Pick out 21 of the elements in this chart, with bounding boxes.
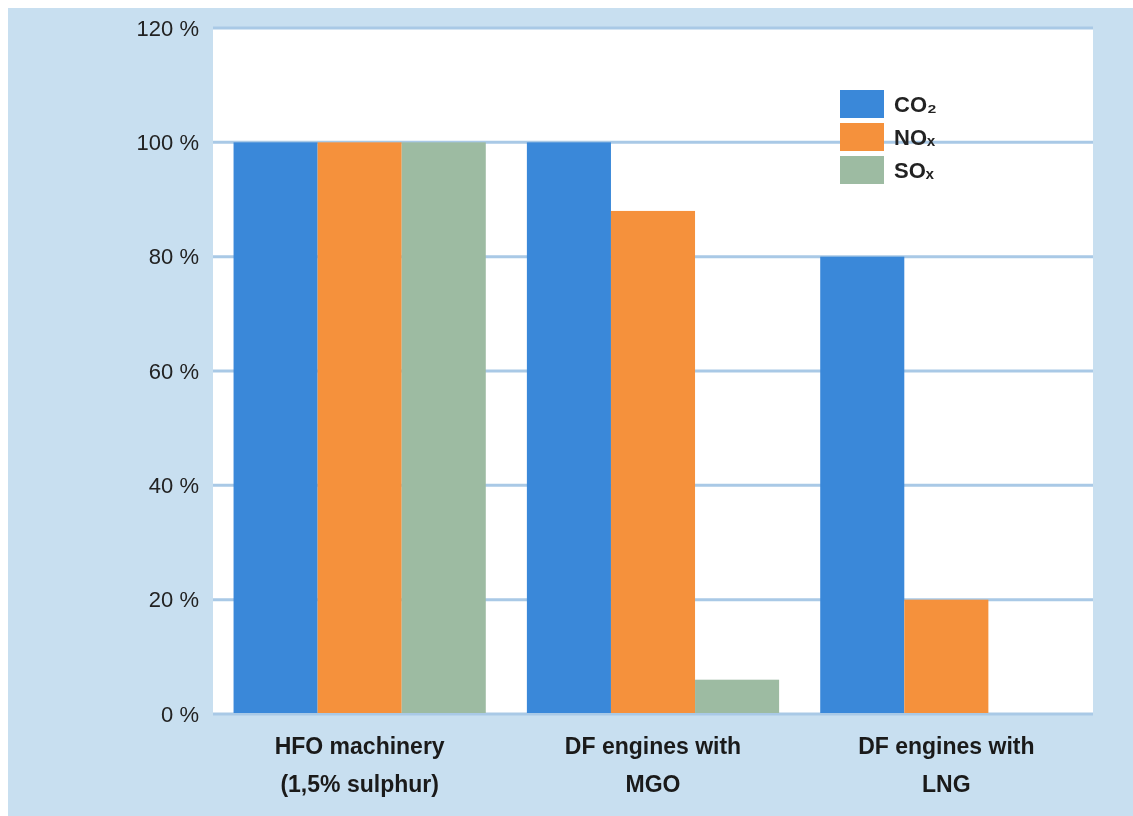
bar	[526, 142, 611, 714]
x-tick-label: DF engines with MGO	[564, 733, 742, 797]
y-tick-label: 0 %	[161, 701, 199, 727]
bar	[401, 142, 486, 714]
y-tick-label: 100 %	[136, 130, 199, 156]
y-tick-label: 120 %	[136, 15, 199, 41]
bar	[904, 599, 989, 714]
legend-label: SOₓ	[894, 157, 935, 183]
y-tick-label: 80 %	[148, 244, 199, 270]
y-tick-label: 40 %	[148, 473, 199, 499]
bar	[317, 142, 402, 714]
legend-label: CO₂	[894, 91, 937, 117]
legend-label: NOₓ	[894, 124, 936, 150]
x-tick-label: HFO machinery (1,5% sulphur)	[274, 733, 445, 797]
y-tick-label: 20 %	[148, 587, 199, 613]
x-tick-label: DF engines with LNG	[858, 733, 1035, 797]
bar	[820, 256, 905, 714]
bar	[695, 679, 780, 714]
bar	[233, 142, 318, 714]
bar	[610, 210, 696, 714]
y-tick-label: 60 %	[148, 358, 199, 384]
